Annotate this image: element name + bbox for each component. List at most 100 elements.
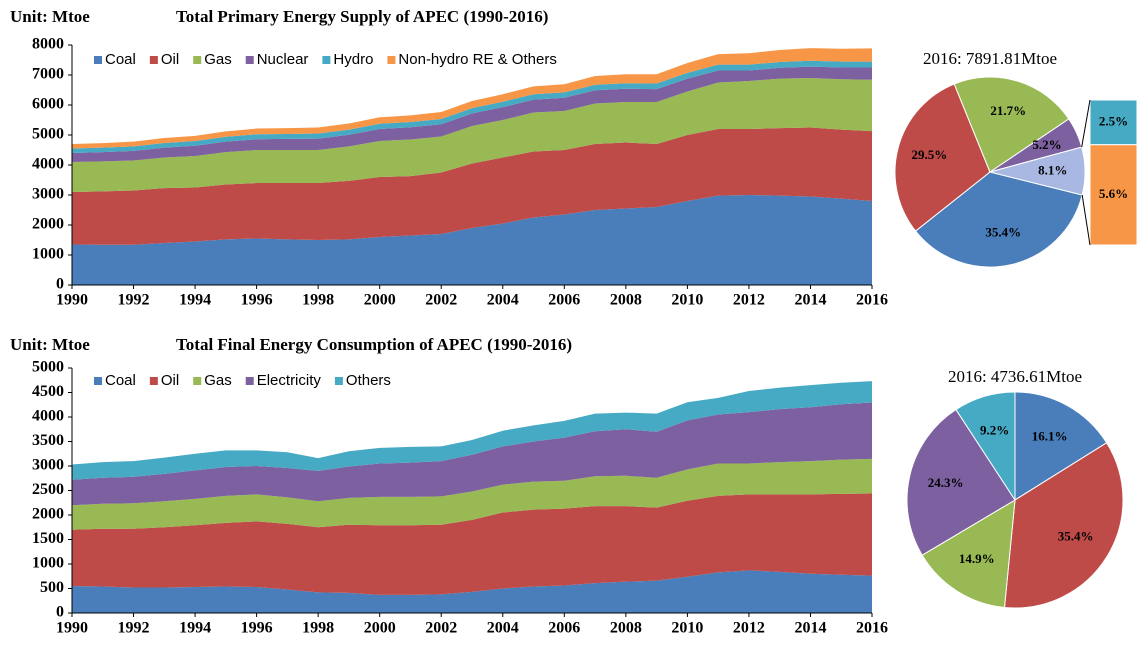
x-tick-label: 2002 (425, 292, 457, 309)
legend-swatch (149, 56, 158, 64)
area (72, 48, 872, 149)
legend-label: Others (346, 372, 391, 389)
legend-swatch (334, 377, 343, 385)
legend-swatch (322, 56, 331, 64)
connector (1081, 194, 1091, 246)
legend-label: Non-hydro RE & Others (398, 51, 556, 68)
y-tick-label: 1000 (32, 246, 64, 263)
x-tick-label: 2002 (425, 620, 457, 637)
x-tick-label: 2012 (733, 620, 765, 637)
y-tick-label: 1500 (32, 530, 64, 547)
x-tick-label: 2008 (610, 620, 642, 637)
x-tick-label: 2000 (364, 620, 396, 637)
pie-slice (914, 171, 1083, 268)
breakdown-bar (1089, 144, 1137, 246)
area (72, 127, 872, 245)
pie-slice (1003, 442, 1124, 609)
x-tick-label: 1996 (241, 292, 273, 309)
y-tick-label: 2000 (32, 506, 64, 523)
y-tick-label: 3000 (32, 457, 64, 474)
area (72, 402, 872, 506)
area (72, 195, 872, 285)
pie-slice (894, 83, 991, 232)
pie-title: 2016: 7891.81Mtoe (923, 49, 1057, 68)
legend-swatch (193, 56, 202, 64)
x-tick-label: 1990 (56, 292, 88, 309)
legend-swatch (387, 56, 396, 64)
y-tick-label: 2000 (32, 216, 64, 233)
pie-label: 21.7% (990, 103, 1026, 118)
x-tick-label: 2008 (610, 292, 642, 309)
x-tick-label: 1994 (179, 292, 211, 309)
x-tick-label: 2012 (733, 292, 765, 309)
pie-slice (988, 146, 1086, 196)
pie-label: 29.5% (911, 147, 947, 162)
pie-label: 35.4% (1058, 529, 1094, 544)
unit-label: Unit: Mtoe (10, 7, 90, 26)
area (72, 60, 872, 153)
y-tick-label: 3500 (32, 432, 64, 449)
y-tick-label: 6000 (32, 96, 64, 113)
legend-swatch (149, 377, 158, 385)
pie-slice (955, 391, 1016, 502)
x-tick-label: 2006 (548, 292, 580, 309)
pie-label: 24.3% (928, 475, 964, 490)
x-tick-label: 2010 (671, 620, 703, 637)
x-tick-label: 2000 (364, 292, 396, 309)
legend-swatch (245, 377, 254, 385)
x-tick-label: 1990 (56, 620, 88, 637)
x-tick-label: 2016 (856, 620, 888, 637)
area (72, 458, 872, 530)
y-tick-label: 4000 (32, 156, 64, 173)
legend-label: Oil (161, 51, 179, 68)
pie-slice (953, 76, 1070, 173)
connector (1081, 99, 1091, 148)
legend-swatch (193, 377, 202, 385)
y-tick-label: 2500 (32, 481, 64, 498)
unit-label: Unit: Mtoe (10, 335, 90, 354)
legend-label: Electricity (257, 372, 322, 389)
x-tick-label: 2004 (487, 292, 519, 309)
y-tick-label: 3000 (32, 186, 64, 203)
legend-swatch (94, 56, 102, 64)
pie-label: 35.4% (985, 224, 1021, 239)
x-tick-label: 2014 (794, 292, 826, 309)
x-tick-label: 1992 (118, 620, 150, 637)
area (72, 493, 872, 595)
x-tick-label: 2016 (856, 292, 888, 309)
breakdown-label: 5.6% (1099, 186, 1128, 201)
x-tick-label: 2014 (794, 620, 826, 637)
legend-label: Gas (204, 51, 232, 68)
legend-label: Hydro (333, 51, 373, 68)
area (72, 78, 872, 192)
pie-label: 14.9% (959, 551, 995, 566)
pie-label: 16.1% (1032, 429, 1068, 444)
legend-label: Nuclear (257, 51, 309, 68)
x-tick-label: 2010 (671, 292, 703, 309)
legend-label: Coal (105, 372, 136, 389)
pie-label: 5.2% (1032, 137, 1061, 152)
y-tick-label: 8000 (32, 36, 64, 53)
y-tick-label: 0 (56, 276, 64, 293)
legend-label: Oil (161, 372, 179, 389)
x-tick-label: 1998 (302, 620, 334, 637)
x-tick-label: 1992 (118, 292, 150, 309)
x-tick-label: 1994 (179, 620, 211, 637)
pie-label: 9.2% (980, 423, 1009, 438)
legend-swatch (94, 377, 102, 385)
breakdown-label: 2.5% (1099, 113, 1128, 128)
pie-slice (906, 408, 1016, 556)
y-tick-label: 5000 (32, 126, 64, 143)
y-tick-label: 500 (40, 579, 64, 596)
pie-title: 2016: 4736.61Mtoe (948, 367, 1082, 386)
x-tick-label: 2006 (548, 620, 580, 637)
area (72, 381, 872, 480)
pie-slice (1014, 391, 1108, 501)
legend-label: Coal (105, 51, 136, 68)
y-tick-label: 1000 (32, 555, 64, 572)
pie-slice (921, 499, 1016, 609)
y-tick-label: 4000 (32, 408, 64, 425)
area (72, 66, 872, 162)
y-tick-label: 0 (56, 604, 64, 621)
